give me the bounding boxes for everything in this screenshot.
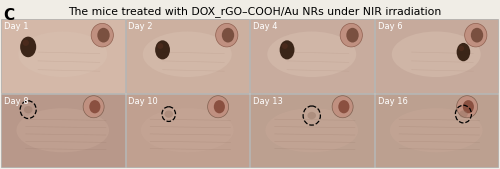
- Ellipse shape: [280, 40, 294, 59]
- Ellipse shape: [266, 108, 358, 152]
- Ellipse shape: [346, 28, 358, 43]
- Ellipse shape: [216, 23, 238, 47]
- Text: Day 1: Day 1: [4, 22, 28, 31]
- Ellipse shape: [155, 40, 170, 59]
- Text: C: C: [3, 8, 14, 23]
- Ellipse shape: [456, 96, 477, 118]
- Ellipse shape: [22, 40, 29, 46]
- Bar: [374, 19, 498, 92]
- Text: Day 16: Day 16: [378, 96, 408, 105]
- Ellipse shape: [24, 106, 32, 113]
- Text: Day 4: Day 4: [253, 22, 278, 31]
- Ellipse shape: [338, 100, 349, 113]
- Ellipse shape: [390, 108, 482, 152]
- Ellipse shape: [143, 31, 232, 77]
- Bar: [1, 93, 124, 167]
- Text: Day 8: Day 8: [4, 96, 28, 105]
- Ellipse shape: [18, 31, 107, 77]
- Ellipse shape: [308, 112, 316, 119]
- Text: Day 13: Day 13: [253, 96, 283, 105]
- Ellipse shape: [463, 100, 474, 113]
- Ellipse shape: [464, 23, 487, 47]
- Ellipse shape: [214, 100, 225, 113]
- Bar: [126, 19, 249, 92]
- Ellipse shape: [16, 108, 109, 152]
- Ellipse shape: [208, 96, 229, 118]
- Bar: [250, 93, 374, 167]
- Ellipse shape: [83, 96, 104, 118]
- Ellipse shape: [340, 23, 362, 47]
- Ellipse shape: [222, 28, 234, 43]
- Bar: [126, 93, 249, 167]
- Ellipse shape: [471, 28, 483, 43]
- Ellipse shape: [458, 46, 464, 51]
- Bar: [374, 93, 498, 167]
- Ellipse shape: [392, 31, 480, 77]
- Ellipse shape: [141, 108, 234, 152]
- Ellipse shape: [91, 23, 114, 47]
- Ellipse shape: [268, 31, 356, 77]
- Bar: [250, 19, 374, 92]
- Ellipse shape: [282, 43, 288, 49]
- Text: Day 10: Day 10: [128, 96, 158, 105]
- Ellipse shape: [90, 100, 101, 113]
- Text: Day 6: Day 6: [378, 22, 402, 31]
- Ellipse shape: [20, 37, 36, 57]
- Ellipse shape: [459, 110, 468, 118]
- Ellipse shape: [456, 43, 470, 61]
- Ellipse shape: [164, 110, 173, 118]
- Bar: [1, 19, 124, 92]
- Text: Day 2: Day 2: [128, 22, 153, 31]
- Ellipse shape: [98, 28, 110, 43]
- Ellipse shape: [332, 96, 353, 118]
- Text: The mice treated with DOX_rGO–COOH/Au NRs under NIR irradiation: The mice treated with DOX_rGO–COOH/Au NR…: [68, 6, 442, 17]
- Ellipse shape: [158, 43, 164, 49]
